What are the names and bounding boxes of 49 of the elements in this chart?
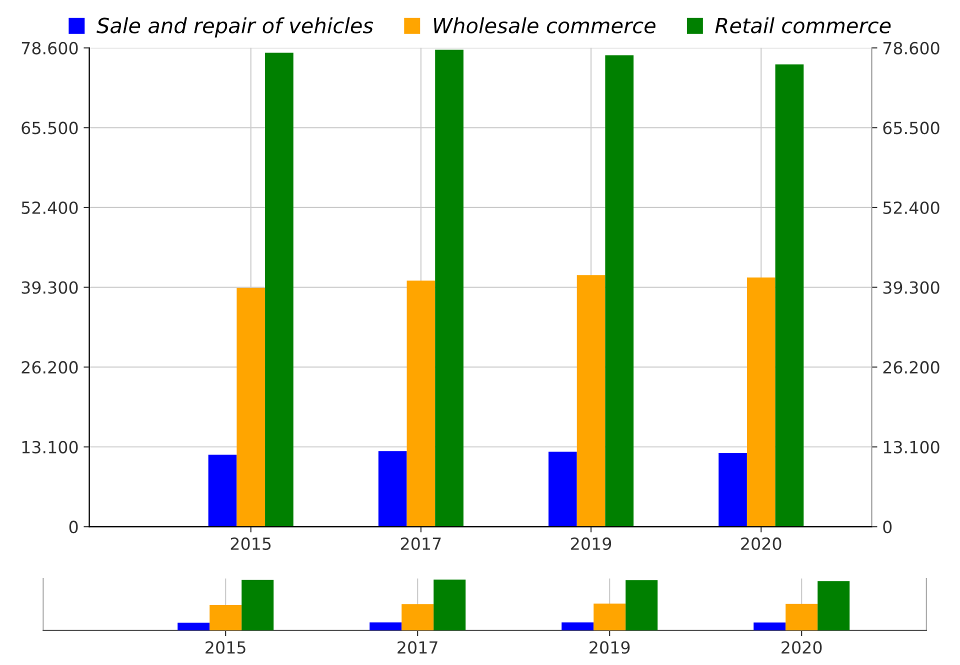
bar — [378, 451, 407, 527]
y2-tick-label: 13.100 — [884, 440, 940, 454]
bar — [576, 275, 606, 527]
bar — [406, 280, 436, 527]
bar — [370, 622, 402, 630]
y-tick-label: 52.400 — [22, 201, 78, 214]
y2-tick-label: 39.300 — [883, 281, 940, 294]
bar — [605, 55, 634, 527]
y-tick-label: 26.200 — [22, 361, 78, 374]
bar — [236, 288, 266, 527]
x-tick-label: 2019 — [590, 641, 630, 654]
y2-tick-label: 78.600 — [883, 42, 940, 54]
y2-tick-label: 0 — [883, 520, 892, 534]
legend-label: Wholesale commerce — [434, 17, 656, 34]
bar — [178, 622, 210, 630]
x-tick-label: 2020 — [741, 537, 782, 550]
bar — [718, 452, 747, 527]
bar — [434, 580, 466, 630]
y-tick-label: 65.500 — [22, 122, 78, 134]
bar — [265, 52, 294, 527]
bar — [818, 581, 850, 630]
x-tick-label: 2015 — [230, 537, 271, 550]
bar — [210, 604, 242, 630]
x-tick-label: 2017 — [398, 641, 438, 654]
y2-tick-label: 26.200 — [883, 361, 940, 374]
bar — [786, 604, 818, 630]
y-tick-label: 78.600 — [22, 42, 78, 54]
legend-label: Retail commerce — [715, 17, 891, 34]
x-tick-label: 2017 — [400, 537, 441, 550]
bar — [562, 622, 594, 630]
y2-tick-label: 65.500 — [883, 122, 940, 134]
legend-label: Sale and repair of vehicles — [96, 17, 374, 38]
bar — [754, 622, 786, 630]
y-tick-label: 39.300 — [22, 281, 78, 294]
x-tick-label: 2015 — [206, 641, 246, 654]
bar — [775, 64, 804, 527]
y-tick-label: 13.100 — [22, 440, 78, 454]
bar — [435, 50, 464, 527]
bar — [626, 580, 658, 630]
y-tick-label: 0 — [69, 520, 78, 534]
y2-tick-label: 52.400 — [883, 201, 940, 214]
x-tick-label: 2019 — [571, 537, 612, 550]
bar — [548, 452, 577, 527]
bar — [242, 580, 274, 630]
x-tick-label: 2020 — [782, 641, 822, 654]
bar — [746, 278, 776, 527]
bar — [208, 454, 237, 527]
bar — [594, 604, 626, 630]
bar — [402, 604, 434, 630]
